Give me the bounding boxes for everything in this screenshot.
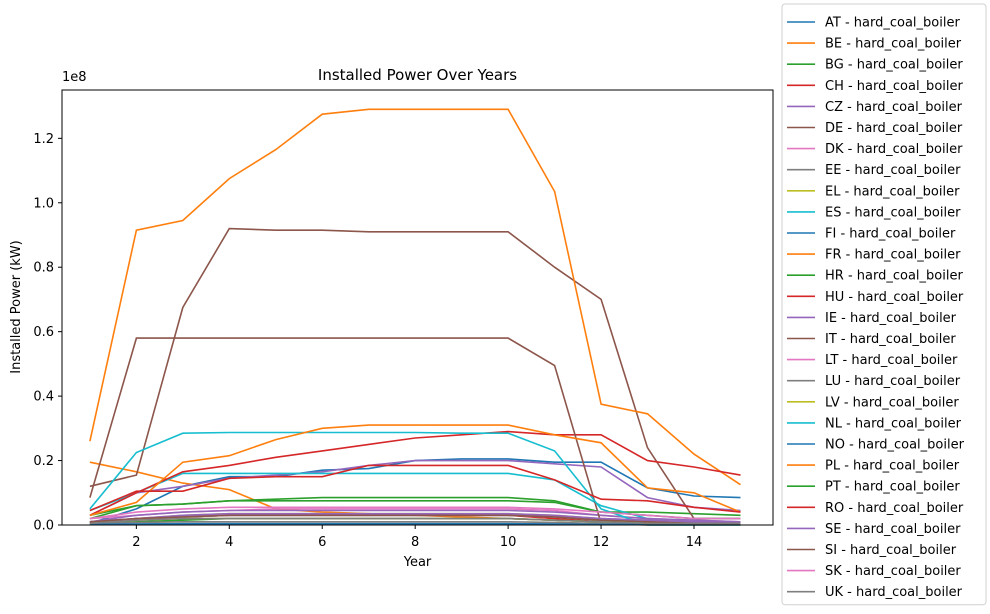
legend-label-13: HU - hard_coal_boiler: [825, 290, 964, 305]
y-tick-label: 0.8: [33, 261, 54, 276]
legend-label-1: BE - hard_coal_boiler: [825, 37, 962, 52]
legend-label-15: IT - hard_coal_boiler: [825, 332, 956, 347]
legend-label-16: LT - hard_coal_boiler: [825, 353, 958, 368]
x-tick-label: 2: [132, 535, 140, 550]
legend-label-4: CZ - hard_coal_boiler: [825, 100, 963, 115]
series-line-26: [89, 506, 741, 520]
legend-label-7: EE - hard_coal_boiler: [825, 163, 961, 178]
plot-area: [61, 89, 774, 526]
y-tick-label: 0.2: [33, 454, 54, 469]
y-tick-label: 1.2: [33, 132, 54, 147]
legend-label-10: FI - hard_coal_boiler: [825, 227, 956, 242]
legend-label-19: NL - hard_coal_boiler: [825, 416, 962, 431]
legend-items: AT - hard_coal_boiler BE - hard_coal_boil…: [787, 16, 965, 600]
legend-label-18: LV - hard_coal_boiler: [825, 395, 959, 410]
legend-label-27: UK - hard_coal_boiler: [825, 585, 963, 600]
series-line-13: [89, 430, 741, 517]
x-axis-ticks: 2 4 6 8 10 12 14: [132, 525, 702, 550]
x-tick-label: 10: [500, 535, 517, 550]
series-line-25: [89, 514, 741, 525]
series-line-24: [89, 512, 741, 523]
legend-label-5: DE - hard_coal_boiler: [825, 121, 963, 136]
legend-label-8: EL - hard_coal_boiler: [825, 184, 960, 199]
y-tick-label: 1.0: [33, 196, 54, 211]
y-tick-label: 0.0: [33, 519, 54, 534]
legend-label-6: DK - hard_coal_boiler: [825, 142, 963, 157]
legend-label-17: LU - hard_coal_boiler: [825, 374, 961, 389]
legend-label-26: SK - hard_coal_boiler: [825, 564, 961, 579]
y-axis-multiplier: 1e8: [62, 70, 87, 85]
series-line-23: [89, 464, 741, 513]
x-tick-label: 12: [593, 535, 610, 550]
legend-label-21: PL - hard_coal_boiler: [825, 459, 960, 474]
series-line-14: [89, 509, 741, 523]
legend-label-23: RO - hard_coal_boiler: [825, 501, 964, 516]
legend-label-11: FR - hard_coal_boiler: [825, 248, 961, 263]
legend-label-0: AT - hard_coal_boiler: [825, 16, 960, 31]
legend-label-24: SE - hard_coal_boiler: [825, 522, 961, 537]
series-line-21: [89, 424, 741, 517]
x-tick-label: 14: [686, 535, 703, 550]
legend-label-12: HR - hard_coal_boiler: [825, 269, 963, 284]
x-tick-label: 8: [411, 535, 419, 550]
y-tick-label: 0.6: [33, 325, 54, 340]
x-tick-label: 4: [225, 535, 233, 550]
legend-label-3: CH - hard_coal_boiler: [825, 79, 963, 94]
series-lines: [89, 108, 741, 526]
series-line-27: [89, 517, 741, 525]
legend-label-20: NO - hard_coal_boiler: [825, 438, 965, 453]
y-axis-label: Installed Power (kW): [9, 240, 24, 373]
series-line-20: [89, 522, 741, 526]
legend-label-2: BG - hard_coal_boiler: [825, 58, 963, 73]
legend-label-9: ES - hard_coal_boiler: [825, 205, 961, 220]
series-line-5: [89, 227, 741, 520]
legend-frame: [781, 3, 987, 606]
y-tick-label: 0.4: [33, 390, 54, 405]
y-axis-ticks: 0.0 0.2 0.4 0.6 0.8 1.0 1.2: [33, 132, 62, 534]
legend-label-25: SI - hard_coal_boiler: [825, 543, 957, 558]
legend: AT - hard_coal_boiler BE - hard_coal_boil…: [781, 3, 987, 606]
x-tick-label: 6: [318, 535, 326, 550]
legend-label-14: IE - hard_coal_boiler: [825, 311, 957, 326]
legend-label-22: PT - hard_coal_boiler: [825, 480, 960, 495]
chart-title: Installed Power Over Years: [318, 66, 517, 84]
series-line-4: [89, 459, 741, 517]
series-line-11: [89, 108, 741, 486]
x-axis-label: Year: [403, 555, 432, 570]
plot-frame: [61, 89, 774, 526]
